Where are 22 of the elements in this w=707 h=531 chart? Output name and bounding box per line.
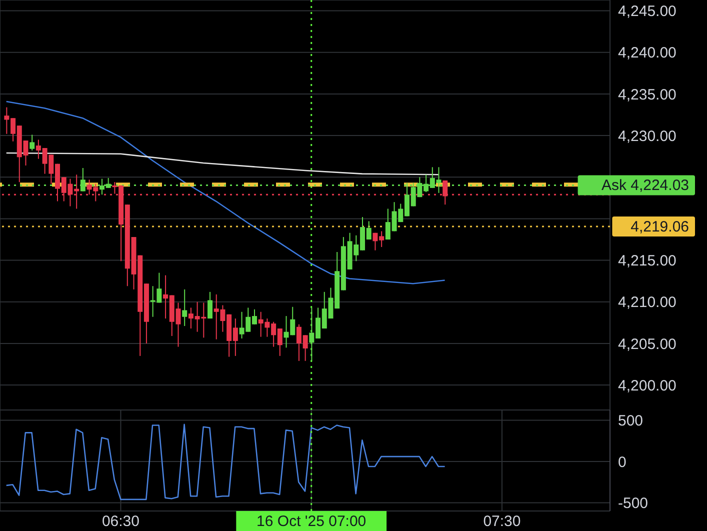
y-tick-label: 500: [618, 412, 644, 430]
line-series: [6, 424, 446, 500]
x-tick-label: 16 Oct '25 07:00: [256, 513, 366, 530]
y-tick-label: 0: [618, 454, 626, 471]
y-tick-label: 4,240.00: [618, 44, 676, 62]
ref-line-label: 4,219.06: [630, 218, 689, 236]
y-tick-label: 4,210.00: [618, 294, 676, 312]
x-tick-label: 06:30: [102, 513, 140, 530]
x-tick-label: 07:30: [483, 513, 521, 530]
line-series: [6, 152, 440, 176]
line-series: [6, 100, 446, 284]
y-tick-label: 4,205.00: [618, 336, 676, 353]
y-tick-label: 4,245.00: [618, 3, 676, 20]
y-tick-label: 4,235.00: [618, 86, 676, 104]
candlestick: [182, 288, 188, 327]
y-tick-label: 4,200.00: [618, 377, 676, 394]
y-tick-label: -500: [618, 495, 648, 512]
y-tick-label: 4,230.00: [618, 128, 676, 145]
ref-line-label: Ask 4,224.03: [601, 177, 689, 194]
y-tick-label: 4,215.00: [618, 252, 676, 270]
candlestick: [208, 291, 213, 320]
candlestick: [30, 134, 35, 152]
